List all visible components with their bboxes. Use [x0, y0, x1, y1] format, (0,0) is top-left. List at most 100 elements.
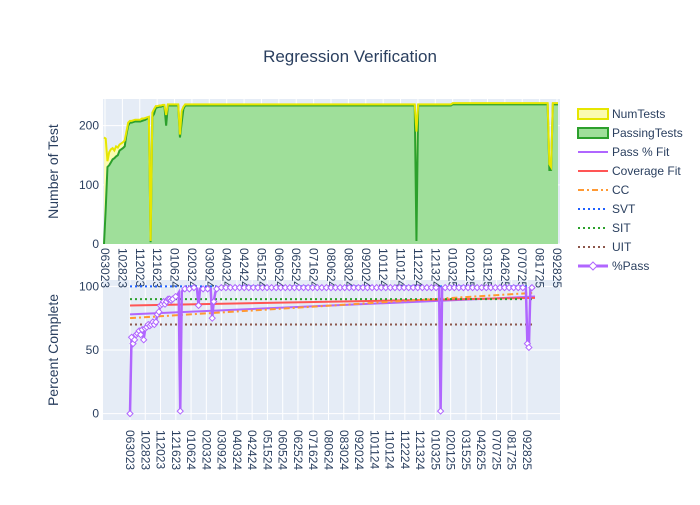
bottom-y-tick-label: 100 — [79, 279, 99, 293]
cc-line — [129, 291, 536, 320]
top-x-tick-label: 030924 — [202, 248, 216, 288]
pass-pct-point — [171, 292, 180, 301]
bottom-x-tick-label: 121623 — [169, 430, 183, 470]
top-x-tick-label: 112224 — [411, 248, 425, 287]
numtests-line — [103, 102, 558, 242]
bottom-x-tick-label: 010624 — [184, 430, 198, 470]
top-x-tick-label: 112023 — [133, 248, 147, 287]
top-x-tick-label: 060524 — [272, 248, 286, 288]
top-x-tick-label: 051524 — [254, 248, 268, 288]
legend-label: PassingTests — [612, 126, 683, 140]
legend-label: NumTests — [612, 107, 665, 121]
legend-item: Coverage Fit — [578, 164, 681, 178]
legend-item: Pass % Fit — [578, 145, 670, 159]
top-x-tick-label: 040324 — [220, 248, 234, 288]
pass-pct-point — [176, 407, 184, 415]
bottom-x-tick-label: 092825 — [520, 430, 534, 470]
bottom-x-tick-label: 071624 — [306, 430, 320, 470]
bottom-x-tick-label: 121324 — [413, 430, 427, 470]
top-x-tick-label: 092024 — [359, 248, 373, 288]
pass-pct-point — [194, 301, 203, 310]
top-y-tick-label: 100 — [79, 178, 99, 192]
top-x-tick-label: 080624 — [324, 248, 338, 288]
top-x-tick-label: 110124 — [394, 248, 408, 287]
top-x-tick-label: 102823 — [115, 248, 129, 288]
legend-item: SIT — [578, 221, 631, 235]
bottom-x-tick-label: 092024 — [352, 430, 366, 470]
pass-pct-point — [190, 283, 198, 292]
chart-title: Regression Verification — [263, 47, 437, 66]
pass-pct-point — [436, 407, 445, 415]
legend-item: %Pass — [578, 259, 649, 273]
pass-pct-point — [210, 297, 218, 306]
bottom-x-tick-label: 063023 — [123, 430, 137, 470]
legend-swatch — [577, 127, 609, 139]
legend-label: SVT — [612, 202, 636, 216]
pass-pct-point — [208, 314, 216, 322]
pass-pct-point — [525, 343, 533, 352]
bottom-x-tick-label: 031525 — [459, 430, 473, 470]
pass-pct-point — [203, 285, 212, 293]
bottom-x-tick-label: 020125 — [444, 430, 458, 470]
top-x-tick-label: 092825 — [550, 248, 564, 288]
legend-item: NumTests — [577, 107, 665, 121]
bottom-x-tick-label: 042625 — [474, 430, 488, 470]
pass-pct-point — [155, 308, 163, 316]
bottom-x-tick-label: 102823 — [138, 430, 152, 470]
top-x-tick-label: 042424 — [237, 248, 251, 288]
pass-pct-point — [528, 283, 536, 292]
bottom-x-tick-label: 060524 — [276, 430, 290, 470]
bottom-x-tick-label: 110124 — [383, 430, 397, 469]
bottom-x-tick-label: 042424 — [245, 430, 259, 470]
pass-pct-point — [126, 409, 134, 418]
top-y-axis-title: Number of Test — [45, 124, 61, 219]
legend-label: %Pass — [612, 259, 649, 273]
bottom-x-tick-label: 101124 — [367, 430, 381, 469]
top-x-tick-label: 020125 — [463, 248, 477, 288]
top-x-tick-label: 042625 — [498, 248, 512, 288]
legend-marker — [588, 261, 598, 271]
bottom-x-tick-label: 083024 — [337, 430, 351, 470]
top-y-tick-label: 200 — [79, 119, 99, 133]
top-x-tick-label: 020324 — [185, 248, 199, 288]
bottom-x-tick-label: 081725 — [505, 430, 519, 470]
pass-pct-point — [139, 336, 148, 344]
legend-label: CC — [612, 183, 630, 197]
top-x-tick-label: 010624 — [168, 248, 182, 288]
top-x-tick-label: 083024 — [341, 248, 355, 288]
top-x-tick-label: 062524 — [289, 248, 303, 288]
bottom-x-tick-label: 030924 — [215, 430, 229, 470]
bottom-x-tick-label: 112224 — [398, 430, 412, 469]
top-x-tick-label: 101124 — [376, 248, 390, 287]
legend-item: PassingTests — [577, 126, 683, 140]
legend-label: Coverage Fit — [612, 164, 681, 178]
passingtests-area — [104, 104, 558, 244]
bottom-x-tick-label: 010325 — [428, 430, 442, 470]
top-x-tick-label: 071624 — [307, 248, 321, 288]
bottom-x-tick-label: 070725 — [489, 430, 503, 470]
bottom-x-tick-label: 112023 — [154, 430, 168, 469]
top-x-tick-label: 031525 — [480, 248, 494, 288]
pass-pct-point — [432, 283, 440, 292]
bottom-y-tick-label: 0 — [92, 407, 99, 421]
bottom-x-tick-label: 040324 — [230, 430, 244, 470]
bottom-x-tick-label: 062524 — [291, 430, 305, 470]
bottom-x-tick-label: 051524 — [260, 430, 274, 470]
pass-pct-point — [519, 283, 527, 292]
top-x-tick-label: 121623 — [150, 248, 164, 288]
pass-pct-point — [152, 318, 160, 326]
top-x-tick-label: 063023 — [98, 248, 112, 288]
bottom-y-tick-label: 50 — [86, 343, 100, 357]
legend-swatch — [577, 108, 609, 120]
top-x-tick-label: 010325 — [446, 248, 460, 288]
legend-item: UIT — [578, 240, 632, 254]
top-x-tick-label: 070725 — [515, 248, 529, 288]
bottom-x-tick-label: 020324 — [199, 430, 213, 470]
bottom-x-tick-label: 080624 — [322, 430, 336, 470]
legend-label: SIT — [612, 221, 631, 235]
top-y-tick-label: 0 — [92, 237, 99, 251]
bottom-y-axis-title: Percent Complete — [45, 294, 61, 406]
legend-item: SVT — [578, 202, 636, 216]
